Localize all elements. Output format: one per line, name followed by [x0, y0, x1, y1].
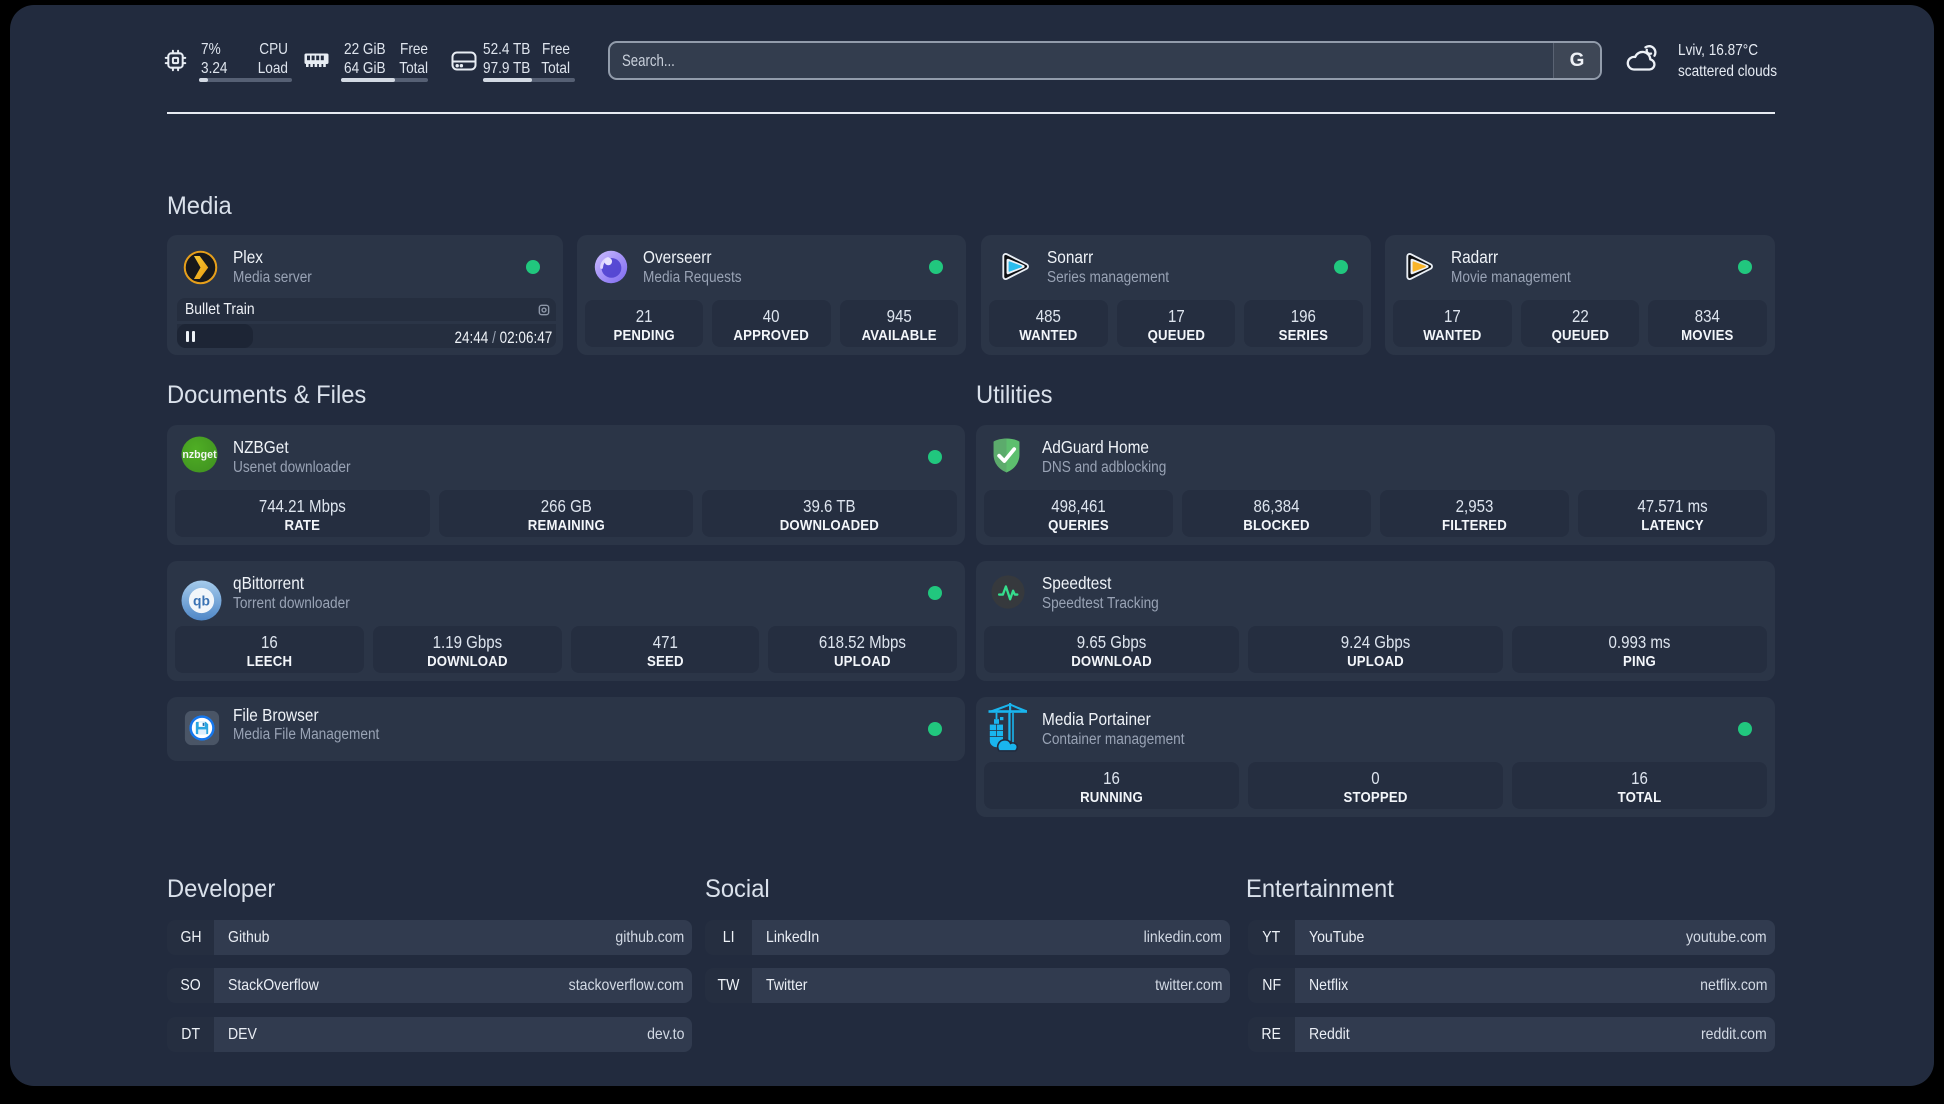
svg-text:qb: qb	[193, 593, 210, 609]
svg-text:nzbget: nzbget	[182, 449, 217, 461]
